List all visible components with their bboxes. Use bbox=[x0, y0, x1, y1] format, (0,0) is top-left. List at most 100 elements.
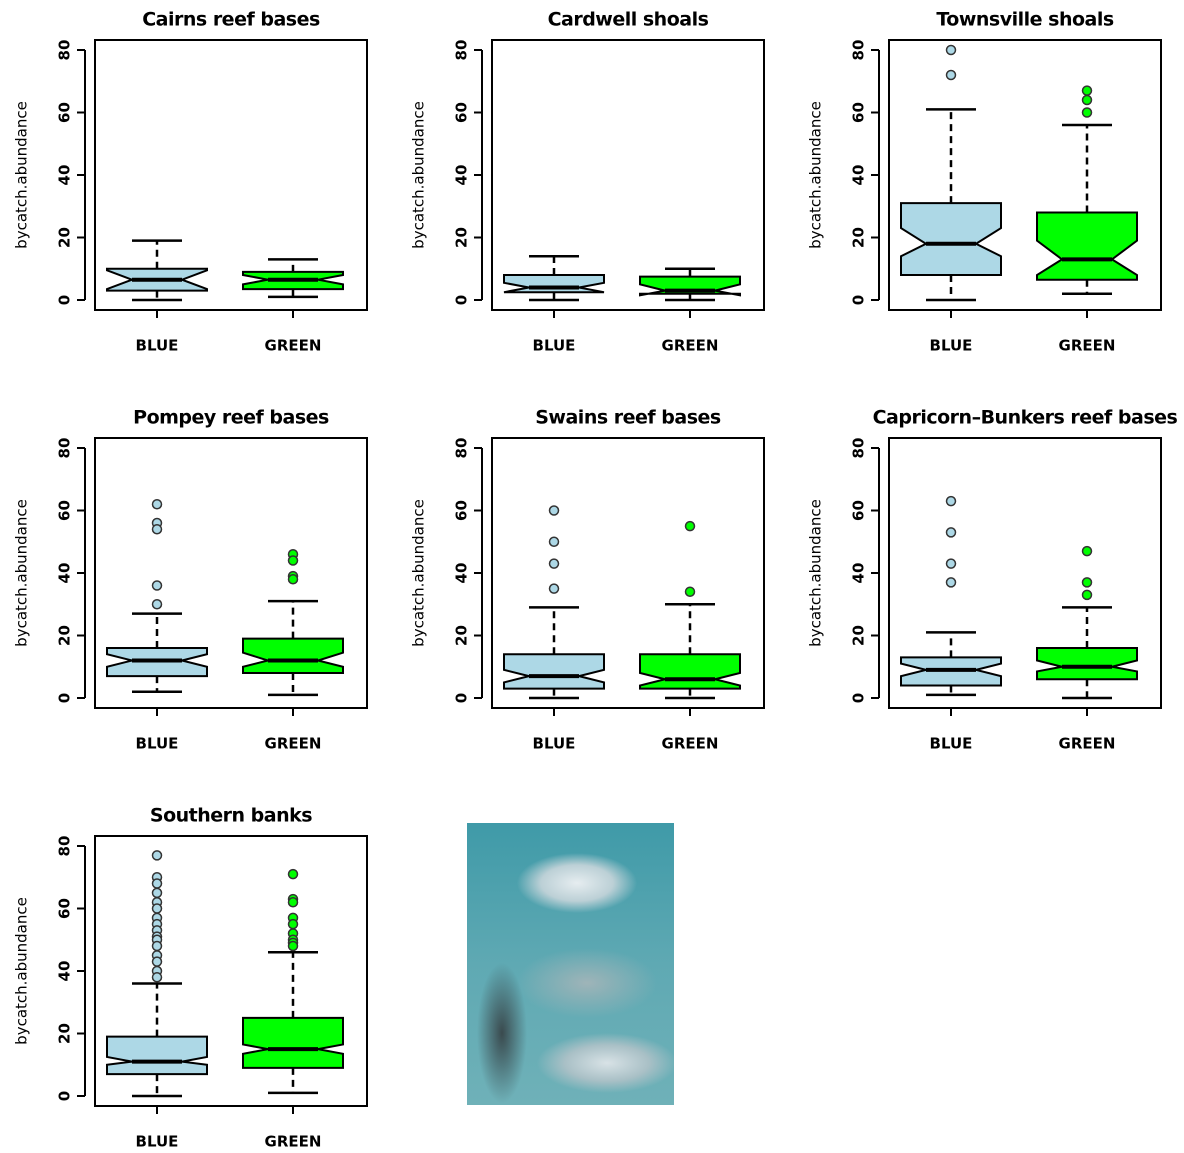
box bbox=[503, 274, 605, 294]
fish-photo bbox=[467, 823, 674, 1105]
box-panel: Southern banks bycatch.abundance 0 20 40 60 80… bbox=[13, 805, 368, 1151]
x-tick-label: BLUE bbox=[930, 337, 973, 355]
y-axis-label: bycatch.abundance bbox=[410, 499, 428, 647]
outlier bbox=[1081, 94, 1093, 106]
y-tick-label: 0 bbox=[453, 295, 471, 305]
panel-title: Capricorn–Bunkers reef bases bbox=[873, 407, 1178, 429]
outlier bbox=[151, 903, 163, 914]
box-panel: Capricorn–Bunkers reef bases bycatch.abun… bbox=[807, 407, 1179, 753]
y-tick-label: 40 bbox=[453, 165, 471, 186]
x-tick-label: BLUE bbox=[533, 735, 576, 753]
y-tick-label: 40 bbox=[850, 165, 868, 186]
box-panel: Pompey reef bases bycatch.abundance 0 20 40 6… bbox=[13, 407, 368, 753]
outlier bbox=[548, 583, 560, 594]
outlier bbox=[151, 580, 163, 591]
box-panel: Swains reef bases bycatch.abundance 0 20 40 6… bbox=[410, 407, 765, 753]
box bbox=[639, 653, 741, 690]
y-tick-label: 60 bbox=[56, 500, 74, 521]
outlier bbox=[287, 574, 299, 585]
outlier bbox=[287, 940, 299, 952]
plot-frame bbox=[888, 39, 1162, 311]
outlier bbox=[1081, 545, 1093, 557]
y-tick-label: 60 bbox=[850, 500, 868, 521]
outlier bbox=[945, 577, 957, 588]
y-tick-label: 20 bbox=[453, 625, 471, 646]
y-tick-label: 0 bbox=[56, 295, 74, 305]
outlier bbox=[1081, 85, 1093, 96]
outlier bbox=[945, 69, 957, 81]
outlier bbox=[1081, 107, 1093, 118]
y-axis-label: bycatch.abundance bbox=[13, 101, 31, 249]
outlier bbox=[287, 555, 299, 566]
outlier bbox=[151, 524, 163, 535]
box-panel: Townsville shoals bycatch.abundance 0 20 40 6… bbox=[807, 9, 1162, 355]
y-tick-label: 60 bbox=[453, 500, 471, 521]
y-tick-label: 80 bbox=[850, 40, 868, 61]
outlier bbox=[684, 520, 696, 532]
y-axis-label: bycatch.abundance bbox=[410, 101, 428, 249]
outlier bbox=[287, 868, 299, 880]
plot-frame bbox=[491, 437, 765, 709]
outlier bbox=[287, 918, 299, 930]
y-tick-label: 60 bbox=[56, 898, 74, 919]
x-tick-label: GREEN bbox=[662, 735, 719, 753]
outlier bbox=[151, 878, 163, 889]
outlier bbox=[548, 536, 560, 547]
panel-title: Cardwell shoals bbox=[548, 9, 709, 31]
y-tick-label: 20 bbox=[56, 227, 74, 248]
y-tick-label: 0 bbox=[850, 295, 868, 305]
y-tick-label: 80 bbox=[850, 438, 868, 459]
y-tick-label: 40 bbox=[56, 165, 74, 186]
x-tick-label: BLUE bbox=[136, 735, 179, 753]
box bbox=[1036, 647, 1138, 681]
outlier bbox=[945, 44, 957, 56]
panel-title: Pompey reef bases bbox=[133, 407, 329, 429]
y-tick-label: 60 bbox=[56, 102, 74, 123]
y-tick-label: 20 bbox=[850, 227, 868, 248]
y-axis-label: bycatch.abundance bbox=[807, 499, 825, 647]
y-tick-label: 40 bbox=[850, 563, 868, 584]
x-tick-label: BLUE bbox=[136, 337, 179, 355]
x-tick-label: GREEN bbox=[662, 337, 719, 355]
outlier bbox=[548, 558, 560, 569]
x-tick-label: GREEN bbox=[1059, 735, 1116, 753]
outlier bbox=[1081, 577, 1093, 588]
panel-title: Cairns reef bases bbox=[142, 9, 320, 31]
y-tick-label: 80 bbox=[453, 438, 471, 459]
plot-frame bbox=[888, 437, 1162, 709]
box bbox=[242, 1016, 344, 1069]
box-panel: Cardwell shoals bycatch.abundance 0 20 40 60 8… bbox=[410, 9, 765, 355]
y-axis-label: bycatch.abundance bbox=[807, 101, 825, 249]
plot-frame bbox=[94, 437, 368, 709]
box bbox=[503, 653, 605, 690]
y-tick-label: 80 bbox=[56, 40, 74, 61]
y-tick-label: 80 bbox=[56, 438, 74, 459]
outlier bbox=[151, 940, 163, 952]
plot-frame bbox=[94, 835, 368, 1107]
y-tick-label: 0 bbox=[56, 693, 74, 703]
panel-title: Southern banks bbox=[150, 805, 312, 827]
outlier bbox=[151, 956, 163, 967]
y-tick-label: 20 bbox=[850, 625, 868, 646]
x-tick-label: BLUE bbox=[930, 735, 973, 753]
box bbox=[242, 637, 344, 674]
y-tick-label: 60 bbox=[453, 102, 471, 123]
outlier bbox=[945, 527, 957, 538]
x-tick-label: GREEN bbox=[1059, 337, 1116, 355]
x-tick-label: GREEN bbox=[265, 735, 322, 753]
y-tick-label: 0 bbox=[850, 693, 868, 703]
outlier bbox=[945, 558, 957, 569]
box bbox=[1036, 211, 1138, 281]
box bbox=[106, 1035, 208, 1076]
y-tick-label: 20 bbox=[56, 625, 74, 646]
outlier bbox=[151, 887, 163, 899]
panel-title: Townsville shoals bbox=[936, 9, 1114, 31]
box-panel: Cairns reef bases bycatch.abundance 0 20 40 6… bbox=[13, 9, 368, 355]
plot-frame bbox=[94, 39, 368, 311]
x-tick-label: GREEN bbox=[265, 1133, 322, 1151]
y-tick-label: 60 bbox=[850, 102, 868, 123]
y-tick-label: 20 bbox=[56, 1023, 74, 1044]
plot-frame bbox=[491, 39, 765, 311]
box bbox=[900, 202, 1002, 276]
